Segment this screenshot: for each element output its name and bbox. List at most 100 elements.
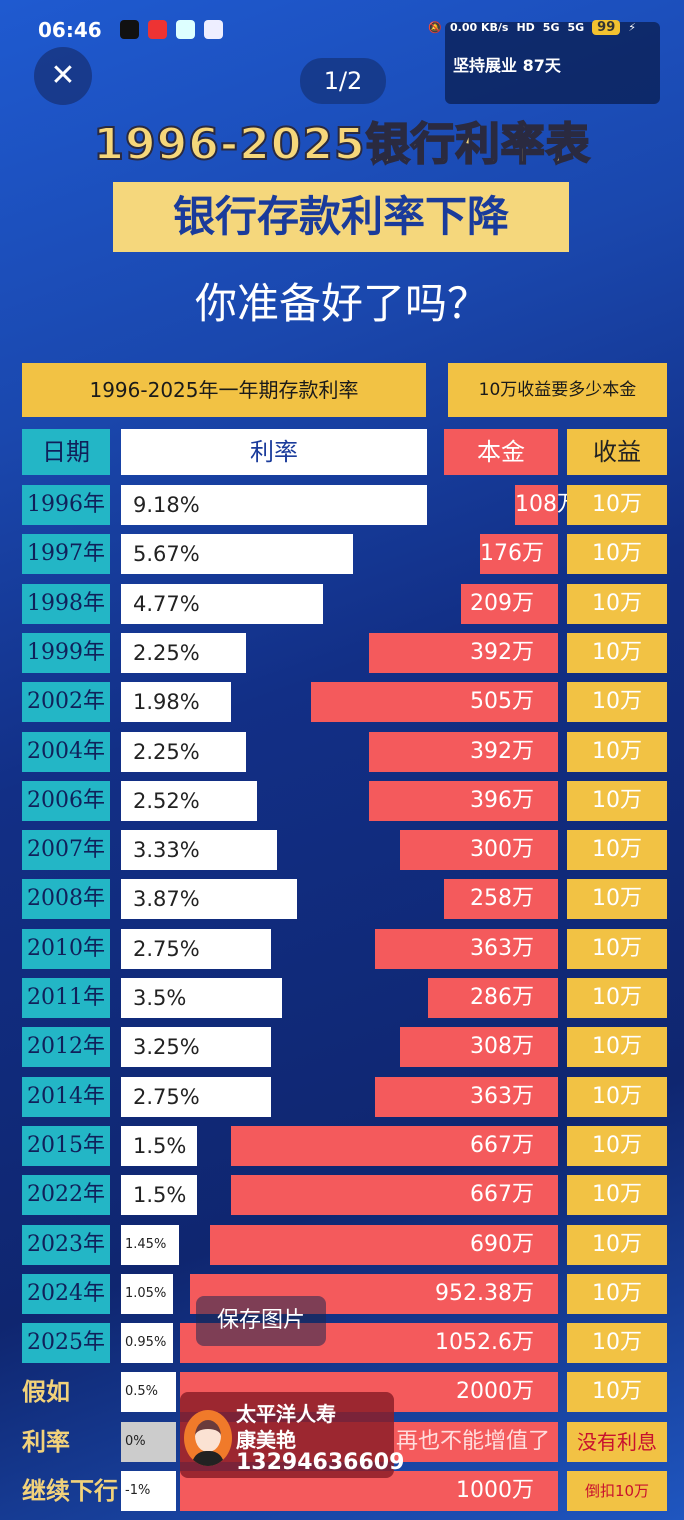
agent-name: 康美艳 (236, 1428, 296, 1452)
table-row: 1996年 9.18% 108万 10万 (0, 485, 684, 525)
principal-bar: 108万 (515, 485, 579, 525)
gain-cell: 10万 (567, 928, 667, 969)
agent-card[interactable]: 太平洋人寿 康美艳 13294636609 (180, 1392, 404, 1478)
table-row: 2008年 3.87% 258万 10万 (0, 879, 684, 920)
close-icon[interactable]: ✕ (34, 47, 92, 105)
gain-cell: 10万 (567, 1076, 667, 1117)
principal-bar: 392万 (369, 731, 558, 772)
gain-cell: 10万 (567, 1273, 667, 1314)
system-icons: 🔕 0.00 KB/s HD 5G 5G 99 ⚡ (428, 20, 636, 35)
principal-bar: 300万 (400, 830, 558, 871)
col-date: 日期 (22, 429, 110, 475)
mute-icon: 🔕 (428, 21, 442, 34)
rate-bar: 2.75% (121, 1076, 271, 1117)
notification-overlay: 坚持展业 87天 (445, 22, 660, 104)
rate-bar: 1.5% (121, 1125, 197, 1166)
gain-cell: 10万 (567, 731, 667, 772)
year-cell: 利率 (22, 1427, 70, 1456)
table-row: 2006年 2.52% 396万 10万 (0, 780, 684, 821)
year-cell: 假如 (22, 1378, 70, 1407)
gain-cell: 10万 (567, 879, 667, 920)
avatar (184, 1410, 232, 1466)
col-rate: 利率 (121, 429, 427, 475)
hd-icon: HD (516, 21, 535, 34)
rate-bar: 3.5% (121, 978, 282, 1018)
table-row: 2014年 2.75% 363万 10万 (0, 1076, 684, 1117)
signal-icon: 5G (542, 21, 560, 34)
principal-bar: 392万 (369, 632, 558, 673)
year-cell: 2002年 (22, 682, 110, 723)
rate-bar: 1.05% (121, 1273, 173, 1314)
table-row: 2022年 1.5% 667万 10万 (0, 1175, 684, 1216)
gain-cell: 10万 (567, 978, 667, 1018)
gain-cell: 10万 (567, 534, 667, 575)
net-speed: 0.00 KB/s (450, 21, 509, 34)
principal-bar: 308万 (400, 1027, 558, 1068)
year-cell: 2022年 (22, 1175, 110, 1216)
table-row: 2015年 1.5% 667万 10万 (0, 1125, 684, 1166)
poster-question: 你准备好了吗？ (194, 279, 489, 328)
year-cell: 2025年 (22, 1323, 110, 1364)
rate-bar: 3.33% (121, 830, 277, 871)
year-cell: 2010年 (22, 928, 110, 969)
table-row: 2023年 1.45% 690万 10万 (0, 1224, 684, 1265)
table-row: 1998年 4.77% 209万 10万 (0, 583, 684, 624)
save-image-button[interactable]: 保存图片 (196, 1296, 326, 1346)
year-cell: 2011年 (22, 978, 110, 1018)
status-bar: 06:46 🔕 0.00 KB/s HD 5G 5G 99 ⚡ (38, 18, 654, 46)
table-row: 2025年 0.95% 1052.6万 10万 (0, 1323, 684, 1364)
gain-cell: 10万 (567, 485, 667, 525)
principal-bar: 363万 (375, 1076, 558, 1117)
principal-bar: 505万 (311, 682, 558, 723)
year-cell: 2004年 (22, 731, 110, 772)
left-header: 1996-2025年一年期存款利率 (22, 363, 426, 417)
battery-icon: 99 (592, 20, 621, 35)
rate-bar: 1.98% (121, 682, 231, 723)
agent-phone: 13294636609 (236, 1450, 405, 1475)
poster-title: 1996-2025银行利率表 (92, 118, 591, 171)
year-cell: 继续下行 (22, 1477, 118, 1505)
table-row: 2004年 2.25% 392万 10万 (0, 731, 684, 772)
principal-bar: 363万 (375, 928, 558, 969)
rate-bar: 2.75% (121, 928, 271, 969)
table-row: 2002年 1.98% 505万 10万 (0, 682, 684, 723)
col-gain: 收益 (567, 429, 667, 475)
tiktok-icon (120, 20, 139, 39)
table-row: 1999年 2.25% 392万 10万 (0, 632, 684, 673)
table-row: 2007年 3.33% 300万 10万 (0, 830, 684, 871)
year-cell: 2014年 (22, 1076, 110, 1117)
year-cell: 1997年 (22, 534, 110, 575)
rate-bar: -1% (121, 1471, 176, 1511)
year-cell: 2024年 (22, 1273, 110, 1314)
gain-cell: 10万 (567, 1224, 667, 1265)
rate-bar: 2.25% (121, 632, 246, 673)
year-cell: 1998年 (22, 583, 110, 624)
principal-bar: 209万 (461, 583, 558, 624)
rate-bar: 9.18% (121, 485, 427, 525)
rate-bar: 1.5% (121, 1175, 197, 1216)
principal-bar: 667万 (231, 1125, 558, 1166)
table-row: 2024年 1.05% 952.38万 10万 (0, 1273, 684, 1314)
gain-cell: 10万 (567, 1323, 667, 1364)
year-cell: 2007年 (22, 830, 110, 871)
gain-cell: 10万 (567, 1125, 667, 1166)
baidu-icon (204, 20, 223, 39)
clock: 06:46 (38, 18, 102, 42)
principal-bar: 396万 (369, 780, 558, 821)
principal-bar: 690万 (210, 1224, 558, 1265)
gain-cell: 10万 (567, 830, 667, 871)
gain-cell: 没有利息 (567, 1421, 667, 1462)
rate-bar: 3.87% (121, 879, 297, 920)
browser-icon (176, 20, 195, 39)
rate-bar: 0.5% (121, 1372, 176, 1413)
gain-cell: 10万 (567, 1372, 667, 1413)
gain-cell: 10万 (567, 1175, 667, 1216)
year-cell: 2023年 (22, 1224, 110, 1265)
rate-bar: 2.25% (121, 731, 246, 772)
signal-icon: 5G (567, 21, 585, 34)
year-cell: 2008年 (22, 879, 110, 920)
poster-banner: 银行存款利率下降 (113, 182, 569, 252)
charging-icon: ⚡ (628, 21, 636, 34)
gain-cell: 10万 (567, 780, 667, 821)
page-counter: 1/2 (300, 58, 386, 104)
